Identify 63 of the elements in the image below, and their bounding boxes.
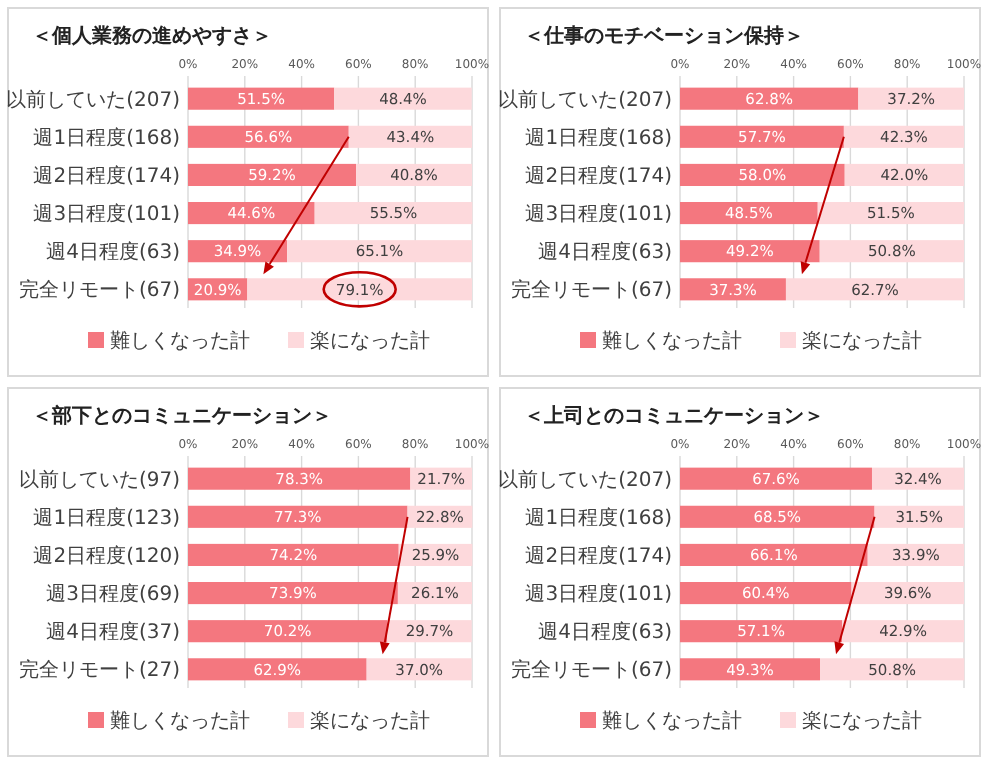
legend-label: 楽になった計 (310, 329, 430, 353)
chart-title: ＜仕事のモチベーション保持＞ (524, 24, 804, 48)
bar (680, 87, 859, 110)
y-tick-label: 週1日程度(168) (33, 125, 181, 150)
bar (680, 505, 875, 528)
bar (680, 202, 818, 225)
bar (680, 467, 872, 490)
y-tick-label: 週1日程度(168) (525, 125, 673, 150)
bar (188, 658, 367, 681)
bar (817, 202, 964, 225)
bar (820, 658, 965, 681)
bar (680, 620, 843, 643)
y-tick-label: 完全リモート(27) (18, 658, 181, 683)
bar (819, 240, 964, 263)
y-tick-label: 週3日程度(101) (33, 202, 181, 227)
y-tick-label: 完全リモート(67) (18, 278, 181, 303)
y-tick-label: 週4日程度(63) (538, 620, 673, 645)
y-tick-label: 週3日程度(69) (46, 582, 181, 607)
legend-label: 難しくなった計 (602, 709, 742, 733)
bar (188, 467, 411, 490)
chart-title: ＜上司とのコミュニケーション＞ (524, 404, 824, 428)
legend-label: 楽になった計 (802, 329, 922, 353)
y-tick-label: 週4日程度(63) (538, 240, 673, 265)
y-tick-label: 週2日程度(174) (525, 543, 673, 568)
bar (188, 620, 388, 643)
bar (680, 163, 845, 186)
legend-label: 難しくなった計 (110, 329, 250, 353)
bar (314, 202, 473, 225)
bar (188, 125, 349, 148)
y-tick-label: 以前していた(207) (498, 87, 673, 112)
y-tick-label: 以前していた(97) (18, 467, 181, 492)
bar (680, 125, 844, 148)
y-tick-label: 以前していた(207) (6, 87, 181, 112)
legend-label: 難しくなった計 (110, 709, 250, 733)
y-tick-label: 週2日程度(174) (525, 163, 673, 188)
chart-title: ＜部下とのコミュニケーション＞ (32, 404, 332, 428)
bar (188, 163, 357, 186)
y-tick-label: 完全リモート(67) (510, 658, 673, 683)
bar (188, 543, 399, 566)
bar (188, 87, 335, 110)
bar (247, 278, 472, 301)
y-tick-label: 以前していた(207) (498, 467, 673, 492)
legend-label: 難しくなった計 (602, 329, 742, 353)
bar (188, 582, 398, 605)
y-tick-label: 完全リモート(67) (510, 278, 673, 303)
y-tick-label: 週3日程度(101) (525, 582, 673, 607)
chart-title: ＜個人業務の進めやすさ＞ (32, 24, 272, 48)
bar (680, 543, 868, 566)
bar (188, 505, 408, 528)
y-tick-label: 週2日程度(174) (33, 163, 181, 188)
y-tick-label: 週1日程度(168) (525, 505, 673, 530)
y-tick-label: 週4日程度(63) (46, 240, 181, 265)
y-tick-label: 週2日程度(120) (33, 543, 181, 568)
bar (785, 278, 964, 301)
y-tick-label: 週4日程度(37) (46, 620, 181, 645)
bar (334, 87, 472, 110)
bar (680, 658, 821, 681)
y-tick-label: 週1日程度(123) (33, 505, 181, 530)
legend-label: 楽になった計 (802, 709, 922, 733)
y-tick-label: 週3日程度(101) (525, 202, 673, 227)
legend-label: 楽になった計 (310, 709, 430, 733)
bar (287, 240, 472, 263)
bar (680, 582, 852, 605)
